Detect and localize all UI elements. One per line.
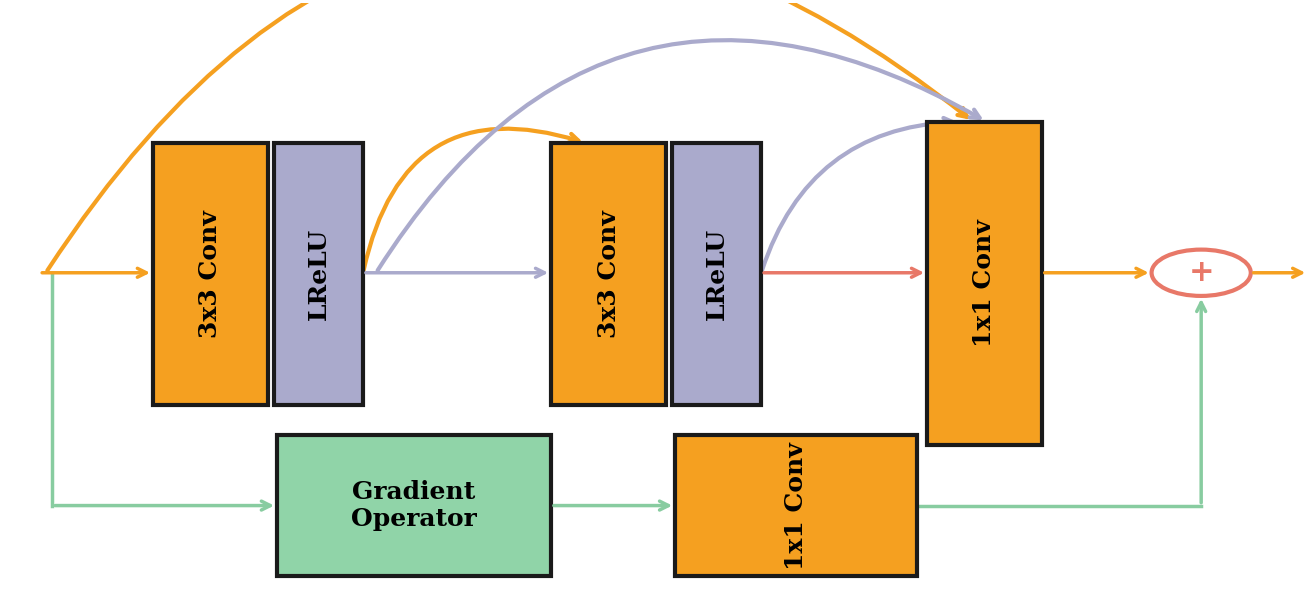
- FancyArrowPatch shape: [363, 129, 578, 270]
- FancyArrowPatch shape: [762, 118, 953, 270]
- FancyBboxPatch shape: [274, 143, 363, 405]
- FancyArrowPatch shape: [378, 40, 979, 271]
- Text: Gradient
Operator: Gradient Operator: [351, 480, 477, 531]
- FancyBboxPatch shape: [673, 143, 762, 405]
- Text: 1x1 Conv: 1x1 Conv: [784, 442, 808, 569]
- FancyBboxPatch shape: [153, 143, 267, 405]
- Text: LReLU: LReLU: [307, 228, 330, 320]
- Text: LReLU: LReLU: [705, 228, 729, 320]
- Text: 3x3 Conv: 3x3 Conv: [198, 210, 223, 338]
- Text: 3x3 Conv: 3x3 Conv: [597, 210, 620, 338]
- Text: +: +: [1188, 258, 1214, 287]
- FancyBboxPatch shape: [551, 143, 666, 405]
- FancyBboxPatch shape: [675, 435, 916, 576]
- FancyArrowPatch shape: [47, 0, 968, 271]
- Text: 1x1 Conv: 1x1 Conv: [973, 219, 996, 347]
- FancyBboxPatch shape: [927, 122, 1042, 445]
- FancyBboxPatch shape: [277, 435, 551, 576]
